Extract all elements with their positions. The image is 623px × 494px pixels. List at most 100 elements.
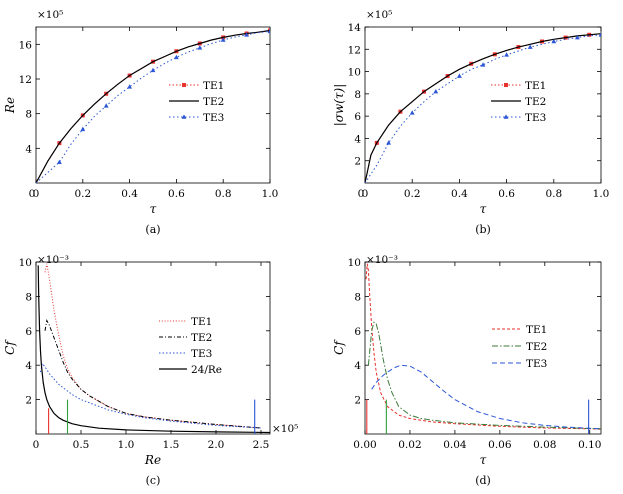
data-point-triangle — [174, 54, 179, 60]
y-tick-label: 2 — [354, 156, 361, 168]
panel-d: 0.00 0.02 0.04 0.06 0.08 0.10 2 4 6 8 10 ×10⁻³ τ Cf (d… — [332, 254, 601, 487]
x-tick-label: 0.04 — [443, 439, 467, 451]
series-line-te2 — [367, 321, 601, 430]
legend-label: TE2 — [203, 96, 224, 108]
x-multiplier: ×10⁵ — [272, 423, 298, 435]
y-multiplier: ×10⁻³ — [366, 254, 398, 266]
x-tick-label: 0.02 — [398, 439, 421, 451]
x-tick-label: 0.4 — [451, 188, 468, 200]
y-tick-label: 12 — [19, 74, 32, 86]
y-tick-label: 6 — [25, 326, 32, 338]
y-multiplier: ×10⁵ — [37, 9, 63, 21]
data-point-triangle — [409, 110, 415, 115]
legend-marker-triangle — [181, 114, 187, 119]
x-axis-label: τ — [480, 202, 487, 216]
x-tick-label: 0.00 — [353, 439, 376, 451]
data-point-triangle — [220, 37, 226, 42]
data-point-triangle — [80, 126, 86, 132]
x-tick-label: 0.8 — [215, 188, 232, 200]
data-point-triangle — [57, 159, 62, 164]
panel-a: 0 0.2 0.4 0.6 0.8 1.0 4 8 12 16 0 ×10⁵ τ Re (a) TE1 TE2 T… — [3, 9, 278, 236]
legend-label: TE1 — [526, 324, 547, 336]
x-tick-label: 0.8 — [545, 188, 562, 200]
x-tick-label: 0.2 — [404, 188, 421, 200]
y-axis-label: Cf — [3, 339, 17, 355]
plot-frame — [35, 26, 271, 184]
y-tick-label: 4 — [354, 360, 361, 372]
plot-area — [36, 28, 270, 183]
y-tick-label: 4 — [25, 360, 32, 372]
x-tick-label: 0.06 — [488, 439, 512, 451]
legend-marker-square — [504, 83, 508, 87]
legend-label: 24/Re — [191, 364, 222, 376]
y-tick-label: 14 — [348, 22, 362, 34]
x-tick-label: 0.5 — [73, 439, 90, 451]
series-line-te1 — [365, 33, 601, 183]
legend-marker-triangle — [503, 114, 509, 119]
y-tick-label: 4 — [25, 143, 32, 155]
y-tick-label: 8 — [354, 291, 361, 303]
x-axis-label: τ — [480, 453, 487, 467]
y-multiplier: ×10⁵ — [366, 9, 392, 21]
x-tick-label: 0 — [33, 188, 40, 200]
x-tick-label: 2.5 — [253, 439, 270, 451]
x-tick-label: 2.0 — [208, 439, 225, 451]
legend-label: TE2 — [191, 332, 212, 344]
series-line-te3 — [40, 362, 262, 429]
x-tick-label: 1.5 — [163, 439, 180, 451]
data-point-triangle — [197, 45, 203, 50]
y-tick-label: 10 — [348, 67, 361, 79]
series-line-te2 — [36, 29, 270, 183]
y-tick-label: 2 — [25, 395, 32, 407]
plot-frame — [364, 261, 602, 435]
y-tick-label: 2 — [354, 395, 361, 407]
data-point-triangle — [103, 103, 109, 108]
legend-label: TE1 — [203, 80, 224, 92]
panel-caption: (d) — [475, 474, 491, 487]
x-axis-label: Re — [144, 453, 161, 467]
legend-label: TE1 — [191, 316, 212, 328]
x-tick-label: 0.4 — [121, 188, 138, 200]
panel-caption: (b) — [475, 223, 491, 236]
series-line-te1 — [44, 263, 262, 429]
y-tick-label: 6 — [354, 111, 361, 123]
panel-c: 0 0.5 1.0 1.5 2.0 2.5 2 4 6 8 10 ×10⁻³ ×10⁵ Re Cf (c) TE… — [3, 254, 298, 487]
x-tick-label: 0.6 — [498, 188, 515, 200]
plot-area — [37, 263, 270, 434]
data-point-triangle — [433, 89, 439, 94]
legend-marker-square — [182, 83, 186, 87]
series-line-te2 — [44, 318, 262, 429]
y-tick-label: 8 — [25, 109, 32, 121]
legend-label: TE2 — [525, 96, 546, 108]
y-multiplier: ×10⁻³ — [37, 254, 69, 266]
y-tick-label: 4 — [354, 133, 361, 145]
legend-label: TE3 — [203, 112, 224, 124]
x-tick-label: 1.0 — [593, 188, 610, 200]
legend-label: TE2 — [526, 341, 547, 353]
data-point-triangle — [527, 44, 533, 49]
y-tick-label: 10 — [19, 257, 32, 269]
legend-label: TE3 — [191, 348, 212, 360]
panel-caption: (a) — [145, 223, 160, 236]
data-point-triangle — [244, 32, 249, 37]
x-tick-label: 0 — [33, 439, 40, 451]
plot-frame — [35, 261, 271, 435]
y-axis-label: Re — [3, 97, 17, 114]
data-point-triangle — [480, 62, 486, 67]
legend-label: TE1 — [525, 80, 546, 92]
x-tick-label: 0.6 — [168, 188, 185, 200]
y-tick-label: 16 — [19, 39, 33, 51]
y-tick-label: 6 — [354, 326, 361, 338]
x-tick-label: 0.08 — [533, 439, 556, 451]
plot-area — [365, 32, 601, 183]
y-tick-label: 8 — [354, 89, 361, 101]
data-point-triangle — [150, 67, 156, 73]
legend-label: TE3 — [525, 112, 546, 124]
series-line-te3 — [36, 30, 270, 183]
x-tick-label: 0.10 — [578, 439, 601, 451]
data-point-triangle — [267, 28, 270, 34]
legend-label: TE3 — [526, 358, 547, 370]
data-point-triangle — [504, 52, 509, 57]
data-point-triangle — [598, 32, 601, 37]
